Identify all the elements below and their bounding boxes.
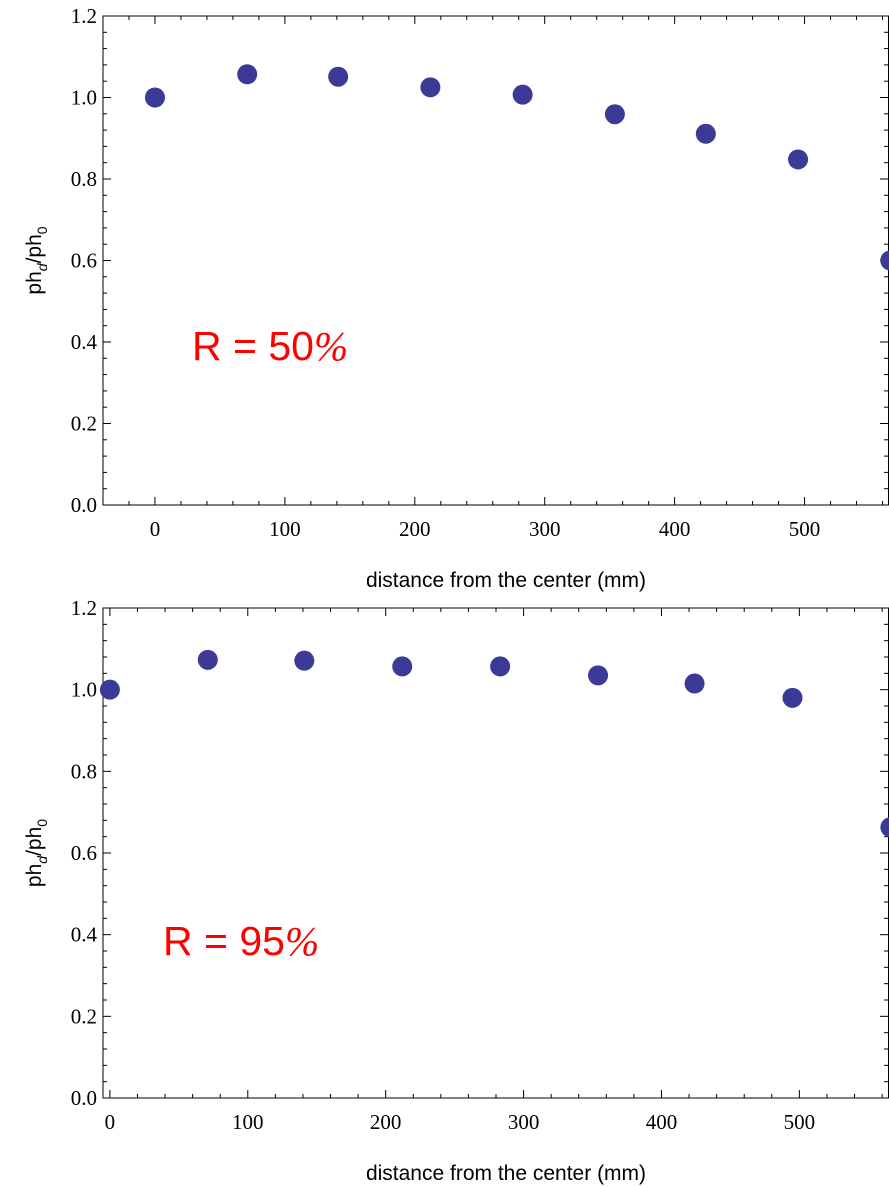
y-tick-label: 1.0 (71, 86, 97, 110)
x-tick-label: 0 (150, 517, 161, 541)
x-tick-label: 500 (784, 1110, 816, 1134)
data-point (684, 673, 705, 694)
plot-frame (102, 15, 889, 506)
x-tick-label: 400 (646, 1110, 678, 1134)
data-point (782, 687, 803, 708)
y-tick-label: 1.2 (71, 4, 97, 28)
data-point (588, 665, 609, 686)
annotation-label: R = 95% (163, 918, 319, 964)
x-axis-label: distance from the center (mm) (366, 569, 646, 592)
y-tick-label: 0.8 (71, 759, 97, 783)
y-tick-label: 0.0 (71, 493, 97, 517)
data-point (788, 149, 809, 170)
data-point (99, 679, 120, 700)
y-tick-label: 0.6 (71, 249, 97, 273)
x-tick-label: 500 (789, 517, 821, 541)
data-point (490, 656, 511, 677)
data-point (880, 817, 889, 838)
data-point (420, 77, 441, 98)
data-point (392, 656, 413, 677)
x-tick-label: 100 (269, 517, 301, 541)
x-tick-label: 300 (508, 1110, 540, 1134)
plot-frame (102, 607, 889, 1099)
data-point (880, 250, 889, 271)
y-tick-label: 0.0 (71, 1086, 97, 1110)
y-axis-label: phd/ph0 (23, 819, 50, 887)
annotation-label: R = 50% (192, 323, 348, 369)
data-point (604, 104, 625, 125)
x-tick-label: 300 (529, 517, 561, 541)
x-tick-label: 200 (370, 1110, 402, 1134)
chart-panel-2: 0 100 200 300 400 500 0.0 0.2 0.4 0.6 0.8 1.0 1.2 dis… (23, 596, 889, 1185)
x-tick-label: 200 (399, 517, 431, 541)
x-tick-label: 100 (232, 1110, 264, 1134)
y-tick-label: 0.8 (71, 167, 97, 191)
data-point (197, 649, 218, 670)
x-axis-label: distance from the center (mm) (366, 1162, 646, 1185)
y-tick-label: 1.0 (71, 678, 97, 702)
y-tick-label: 0.6 (71, 841, 97, 865)
data-point (144, 87, 165, 108)
x-tick-label: 400 (659, 517, 691, 541)
y-tick-label: 0.4 (71, 330, 98, 354)
x-tick-label: 0 (105, 1110, 116, 1134)
data-point (695, 123, 716, 144)
data-point (237, 64, 258, 85)
y-tick-label: 0.4 (71, 923, 98, 947)
chart-panel-1: 0 100 200 300 400 500 0.0 0.2 0.4 0.6 0.8 1.0 1.2 dis… (23, 4, 889, 592)
y-tick-label: 1.2 (71, 596, 97, 620)
y-tick-label: 0.2 (71, 1004, 97, 1028)
data-point (512, 84, 533, 105)
data-point (294, 650, 315, 671)
y-tick-label: 0.2 (71, 412, 97, 436)
y-axis-label: phd/ph0 (23, 226, 50, 294)
data-point (328, 66, 349, 87)
